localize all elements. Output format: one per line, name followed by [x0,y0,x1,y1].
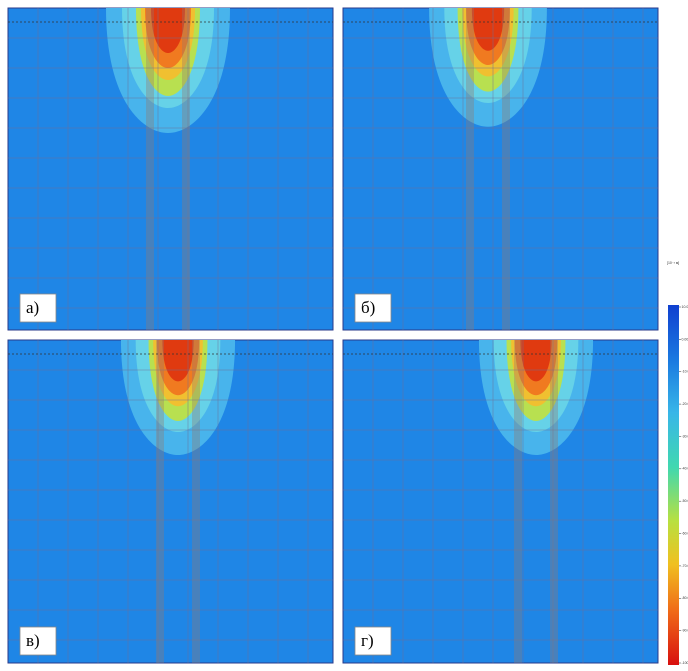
panel-label: б) [361,298,375,317]
panel: б) [342,7,659,331]
pile [192,340,200,663]
panel-label: в) [26,631,40,650]
colorbar-tick-label: -20.00 [682,402,688,406]
contour-band [162,340,194,382]
pile [514,340,522,663]
pile [466,8,474,330]
colorbar [668,305,679,665]
pile [182,8,190,330]
pile [146,8,154,330]
colorbar-tick-label: -30.00 [682,434,688,438]
colorbar-tick-label: -60.00 [682,531,688,535]
colorbar-tick-label: 10.00 [682,305,688,309]
label-box [19,626,57,656]
colorbar-tick-label: -100.0 [682,661,688,665]
colorbar-tick-label: -50.00 [682,499,688,503]
label-box [354,626,392,656]
panel: в) [7,339,334,664]
panel-label: а) [26,298,39,317]
colorbar-tick-label: 0.000 [682,337,688,341]
contour-band [151,8,185,53]
panel: а) [7,7,334,331]
contour-band [471,8,505,51]
colorbar-tick-label: -10.00 [682,370,688,374]
panel-label: г) [361,631,374,650]
colorbar-unit: [10⁻³ м] [667,261,679,265]
colorbar-tick-label: -80.00 [682,596,688,600]
colorbar-tick-label: -40.00 [682,467,688,471]
panel: г) [342,339,659,664]
contour-band [520,340,552,382]
label-box [354,293,392,323]
label-box [19,293,57,323]
pile [550,340,558,663]
pile [156,340,164,663]
pile [502,8,510,330]
colorbar-tick-label: -90.00 [682,629,688,633]
colorbar-tick-label: -70.00 [682,564,688,568]
